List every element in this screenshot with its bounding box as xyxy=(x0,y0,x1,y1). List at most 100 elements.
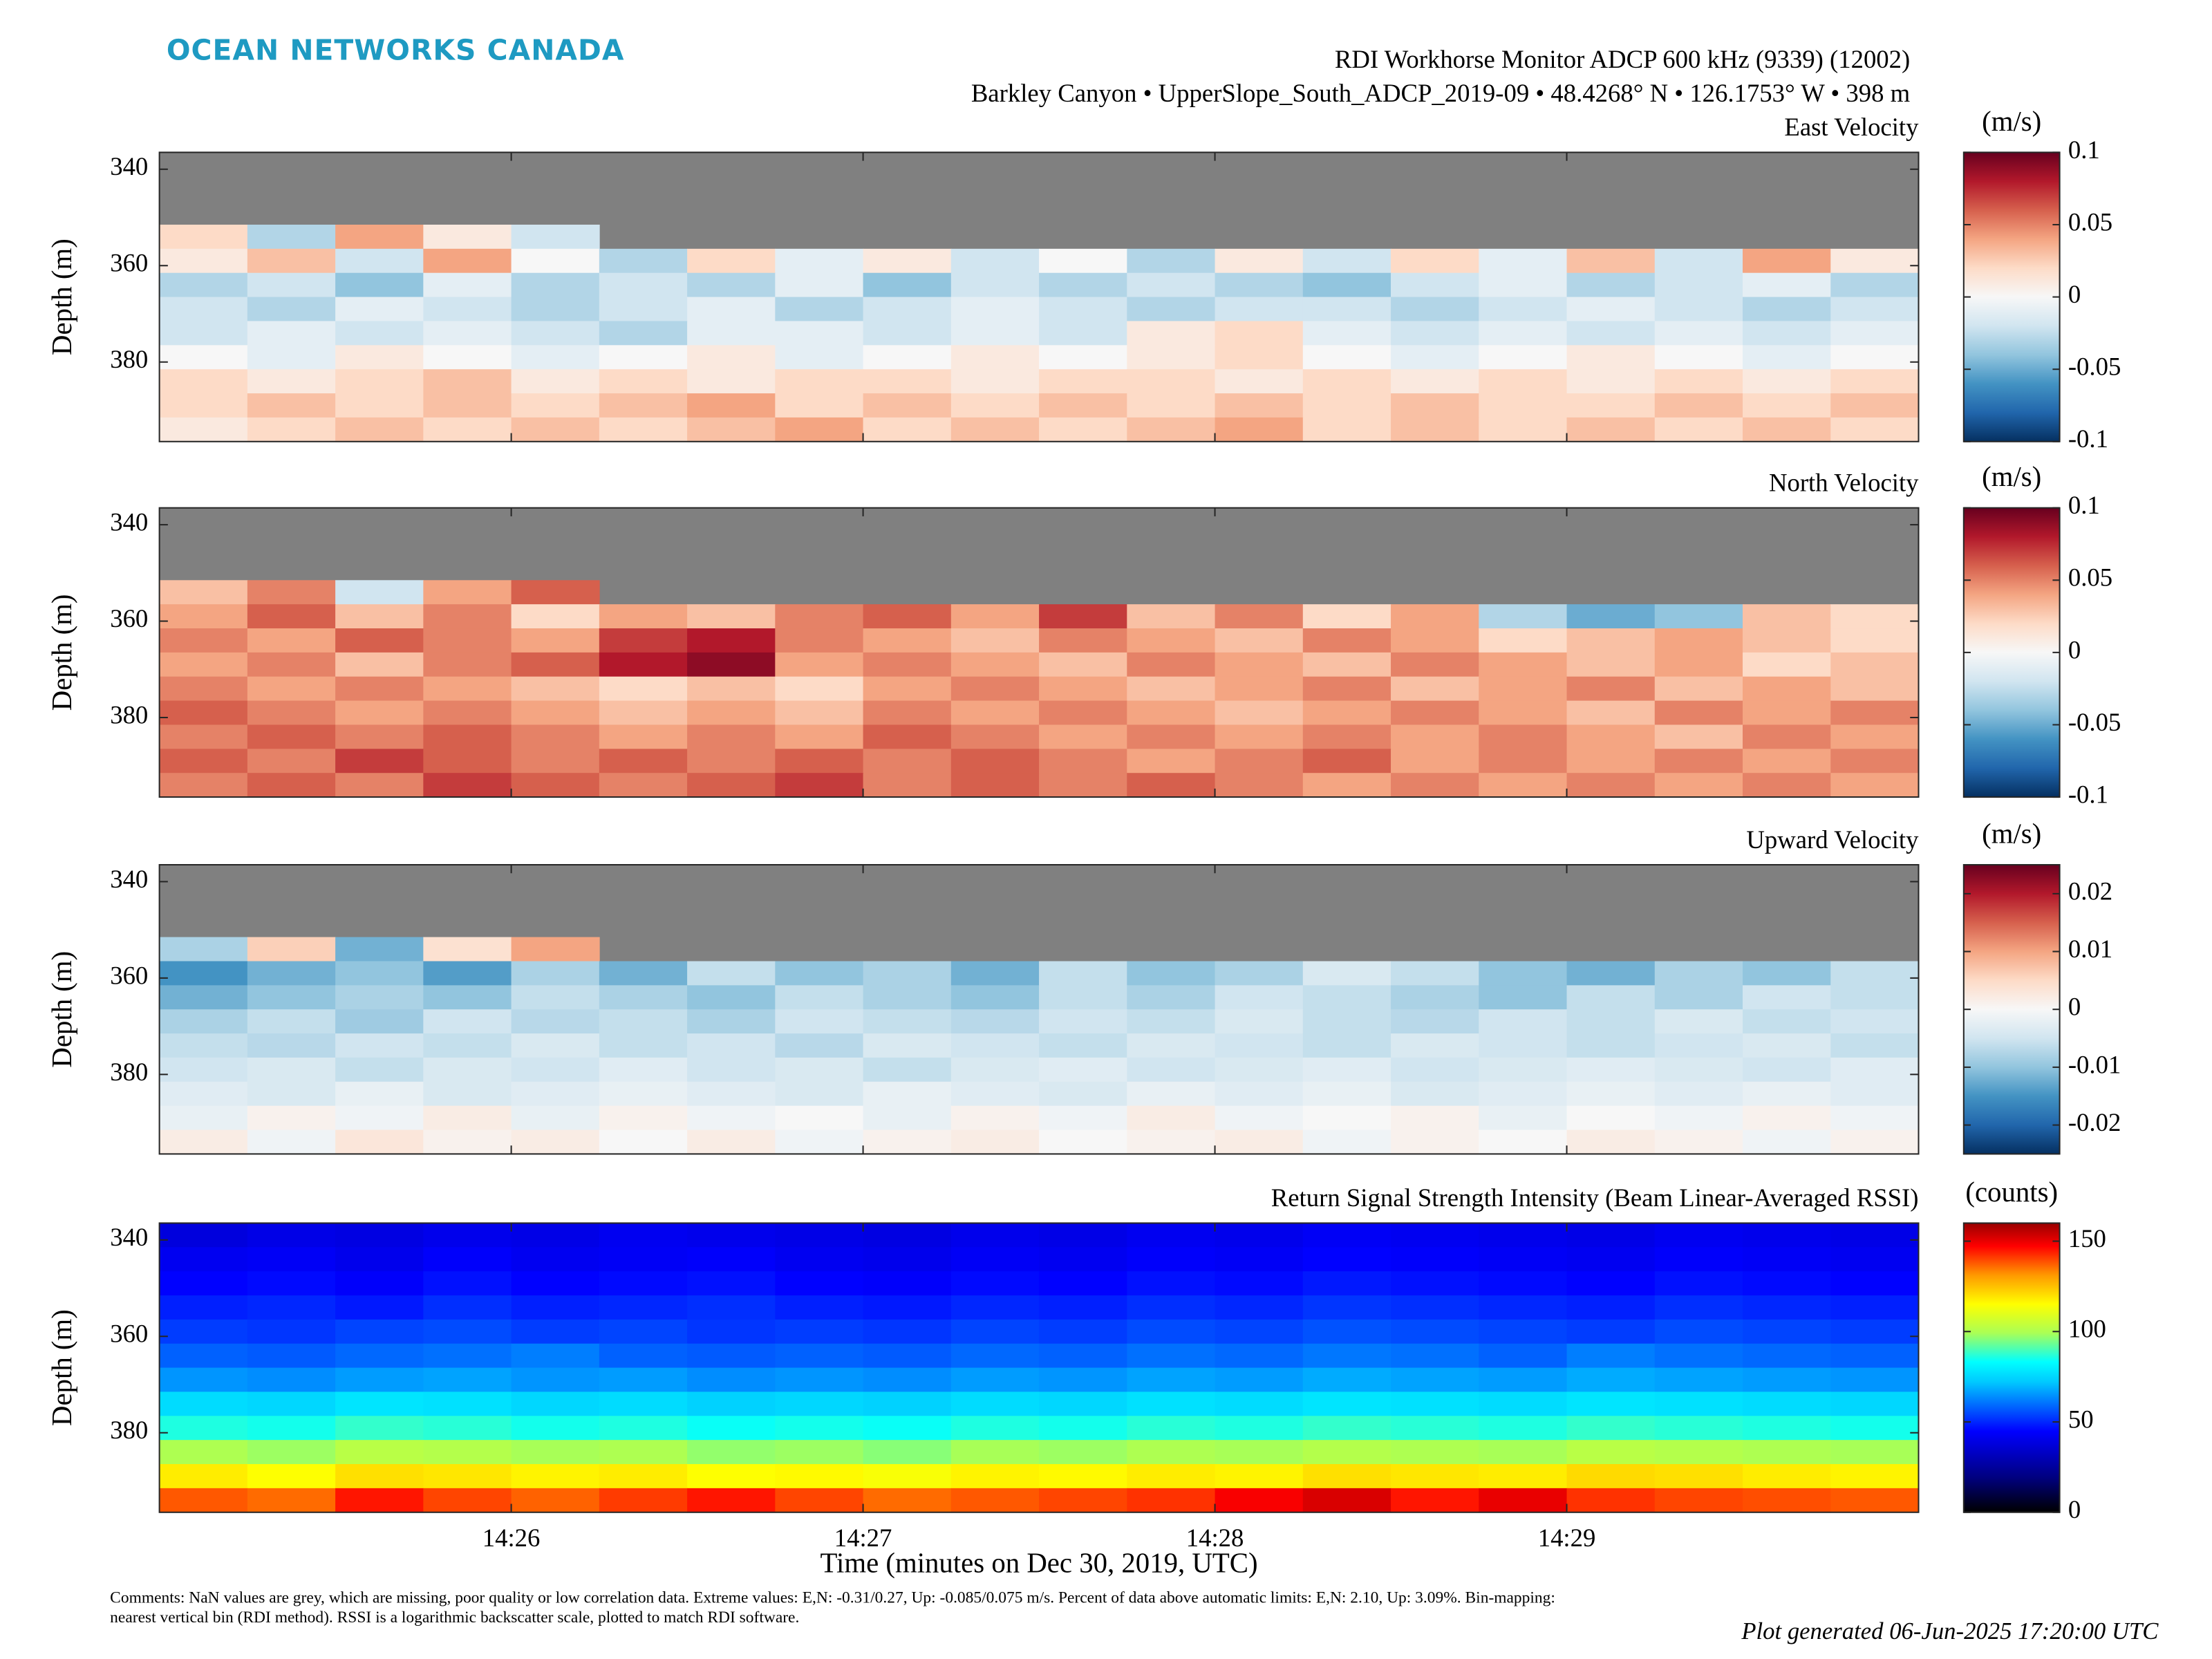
heatmap-cell xyxy=(1127,248,1216,274)
heatmap-cell xyxy=(159,676,248,702)
heatmap-cell xyxy=(335,393,424,418)
heatmap-cell xyxy=(1039,1009,1128,1034)
heatmap-cell xyxy=(1654,1009,1743,1034)
heatmap-cell xyxy=(1039,604,1128,629)
heatmap-cell xyxy=(423,297,512,322)
y-tick-label: 380 xyxy=(110,1416,148,1444)
heatmap-panel xyxy=(159,152,1920,442)
heatmap-cell xyxy=(159,985,248,1011)
heatmap-cell xyxy=(1215,1081,1304,1107)
plot-frame xyxy=(158,151,1920,442)
heatmap-cell xyxy=(1479,652,1568,677)
heatmap-cell xyxy=(1127,1416,1216,1441)
colorbar-label: (counts) xyxy=(1965,1177,2058,1208)
heatmap-cell xyxy=(1654,1130,1743,1155)
y-tick-label: 360 xyxy=(110,249,148,277)
heatmap-cell xyxy=(863,985,952,1011)
heatmap-cell xyxy=(950,417,1040,442)
heatmap-cell xyxy=(1391,297,1480,322)
heatmap-cell xyxy=(1479,749,1568,774)
heatmap-cell xyxy=(1039,1416,1128,1441)
heatmap-cell xyxy=(1391,652,1480,677)
heatmap-cell xyxy=(1566,1488,1656,1513)
heatmap-cell xyxy=(511,749,600,774)
heatmap-cell xyxy=(950,749,1040,774)
heatmap-cell xyxy=(1039,1057,1128,1082)
heatmap-cell xyxy=(335,580,424,605)
heatmap-cell xyxy=(423,1464,512,1489)
heatmap-cell xyxy=(1566,628,1656,653)
heatmap-cell xyxy=(1743,1081,1832,1107)
heatmap-cell xyxy=(1039,985,1128,1011)
heatmap-cell xyxy=(775,297,864,322)
heatmap-cell xyxy=(1127,749,1216,774)
x-tick-label: 14:26 xyxy=(482,1524,541,1552)
colorbar-tick-label: -0.05 xyxy=(2068,353,2121,381)
heatmap-cell xyxy=(1127,1295,1216,1320)
colorbar-tick-label: -0.1 xyxy=(2068,424,2108,453)
y-axis-label: Depth (m) xyxy=(46,1309,77,1426)
heatmap-cell xyxy=(247,345,336,370)
heatmap-cell xyxy=(687,700,776,726)
heatmap-cell xyxy=(1127,961,1216,986)
heatmap-cell xyxy=(159,1271,248,1296)
heatmap-cell xyxy=(1215,393,1304,418)
heatmap-cell xyxy=(1391,345,1480,370)
heatmap-cell xyxy=(247,321,336,346)
heatmap-cell xyxy=(863,248,952,274)
heatmap-cell xyxy=(1039,1391,1128,1417)
heatmap-cell xyxy=(247,1319,336,1344)
heatmap-cell xyxy=(1479,961,1568,986)
heatmap-cell xyxy=(1566,272,1656,298)
heatmap-cell xyxy=(159,321,248,346)
colorbar-tick-label: 50 xyxy=(2068,1405,2094,1433)
heatmap-cell xyxy=(1391,773,1480,798)
heatmap-cell xyxy=(1743,1464,1832,1489)
heatmap-cell xyxy=(423,1343,512,1369)
heatmap-cell xyxy=(599,1223,688,1248)
heatmap-cell xyxy=(863,961,952,986)
heatmap-cell xyxy=(775,393,864,418)
heatmap-cell xyxy=(950,1009,1040,1034)
heatmap-cell xyxy=(1215,628,1304,653)
heatmap-cell xyxy=(1830,724,1920,750)
heatmap-cell xyxy=(1302,1440,1391,1465)
heatmap-cell xyxy=(1654,1391,1743,1417)
heatmap-cell xyxy=(247,1464,336,1489)
heatmap-cell xyxy=(1391,1081,1480,1107)
heatmap-cell xyxy=(1127,724,1216,750)
heatmap-cell xyxy=(423,1081,512,1107)
heatmap-cell xyxy=(159,417,248,442)
heatmap-cell xyxy=(1566,1057,1656,1082)
heatmap-cell xyxy=(511,1488,600,1513)
heatmap-cell xyxy=(1479,985,1568,1011)
heatmap-cell xyxy=(863,1081,952,1107)
panel-title: Return Signal Strength Intensity (Beam L… xyxy=(1271,1183,1919,1212)
heatmap-cell xyxy=(863,1416,952,1441)
heatmap-cell xyxy=(599,417,688,442)
heatmap-cell xyxy=(1039,676,1128,702)
heatmap-cell xyxy=(599,724,688,750)
heatmap-cell xyxy=(1127,1440,1216,1465)
heatmap-cell xyxy=(1127,1464,1216,1489)
heatmap-cell xyxy=(599,1343,688,1369)
heatmap-cell xyxy=(511,1009,600,1034)
heatmap-cell xyxy=(950,1033,1040,1058)
heatmap-cell xyxy=(1743,676,1832,702)
heatmap-cell xyxy=(1127,1009,1216,1034)
heatmap-cell xyxy=(599,1247,688,1272)
heatmap-cell xyxy=(511,1319,600,1344)
colorbar-label: (m/s) xyxy=(1982,106,2041,137)
heatmap-cell xyxy=(247,773,336,798)
heatmap-cell xyxy=(1479,700,1568,726)
heatmap-cell xyxy=(599,1488,688,1513)
heatmap-cell xyxy=(1654,1105,1743,1131)
heatmap-cell xyxy=(1479,272,1568,298)
heatmap-cell xyxy=(335,676,424,702)
heatmap-cell xyxy=(687,297,776,322)
colorbar-tick-label: 0.05 xyxy=(2068,563,2112,592)
heatmap-cell xyxy=(950,369,1040,394)
heatmap-cell xyxy=(1830,700,1920,726)
heatmap-cell xyxy=(1743,297,1832,322)
